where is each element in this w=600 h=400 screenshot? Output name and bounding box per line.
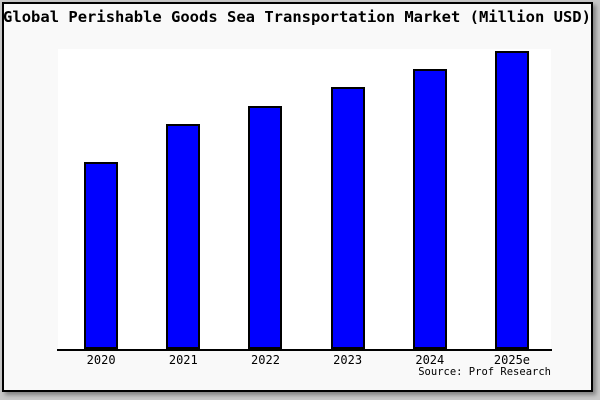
source-label: Source: Prof Research [418, 366, 551, 378]
x-tick-label-2025e: 2025e [493, 353, 531, 367]
x-tick-label-2021: 2021 [168, 353, 198, 367]
x-tick-label-2023: 2023 [333, 353, 363, 367]
bar-2024 [412, 68, 447, 349]
x-tick-label-2020: 2020 [86, 353, 116, 367]
bar-2020 [84, 161, 119, 349]
bar-2025e [494, 50, 529, 349]
plot-area [58, 49, 551, 349]
x-tick-label-2022: 2022 [251, 353, 280, 367]
chart-title: Global Perishable Goods Sea Transportati… [3, 8, 591, 26]
bar-2021 [166, 124, 201, 349]
x-tick-label-2024: 2024 [415, 353, 445, 367]
x-axis-line [57, 349, 552, 351]
bar-2022 [248, 106, 283, 349]
bar-2023 [330, 86, 365, 349]
